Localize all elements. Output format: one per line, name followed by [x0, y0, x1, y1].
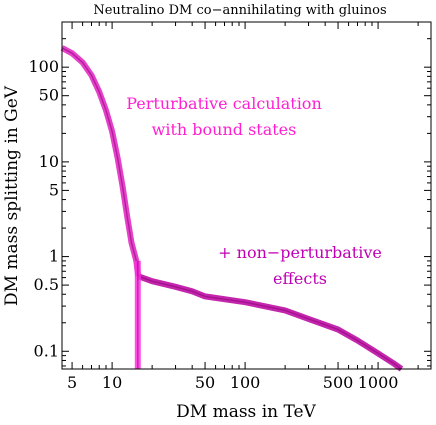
x-tick-label-500: 500	[323, 373, 354, 392]
y-tick-label-0.5: 0.5	[34, 275, 59, 294]
annotation-perturbative-line2: with bound states	[152, 120, 297, 139]
x-tick-label-5: 5	[67, 373, 77, 392]
y-tick-label-0.1: 0.1	[34, 341, 59, 360]
annotation-perturbative-line1: Perturbative calculation	[126, 94, 322, 113]
x-tick-label-50: 50	[195, 373, 215, 392]
y-tick-label-100: 100	[28, 57, 59, 76]
x-tick-label-1000: 1000	[358, 373, 399, 392]
x-tick-label-100: 100	[230, 373, 261, 392]
series-1-line	[137, 275, 402, 370]
series-0-band	[60, 45, 142, 277]
series-1-band	[137, 273, 404, 372]
plot-frame	[61, 21, 432, 370]
y-tick-label-10: 10	[39, 152, 59, 171]
x-axis: 5 10 50 100 500 1000	[67, 22, 419, 392]
y-tick-label-1: 1	[49, 247, 59, 266]
annotation-nonperturbative-line1: + non−perturbative	[218, 243, 382, 262]
series-0-line	[61, 47, 139, 277]
y-tick-label-5: 5	[49, 180, 59, 199]
chart-title: Neutralino DM co−annihilating with gluin…	[93, 3, 386, 18]
y-axis-label: DM mass splitting in GeV	[2, 85, 22, 306]
y-axis: 0.1 0.5 1 5 10 50 100	[28, 21, 431, 367]
x-axis-label: DM mass in TeV	[176, 402, 316, 422]
x-tick-label-10: 10	[102, 373, 122, 392]
annotation-nonperturbative-line2: effects	[273, 269, 327, 288]
series-group	[60, 45, 404, 372]
y-tick-label-50: 50	[39, 86, 59, 105]
